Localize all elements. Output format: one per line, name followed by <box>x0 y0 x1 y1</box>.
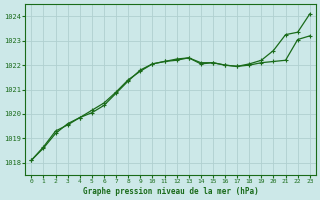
X-axis label: Graphe pression niveau de la mer (hPa): Graphe pression niveau de la mer (hPa) <box>83 187 259 196</box>
